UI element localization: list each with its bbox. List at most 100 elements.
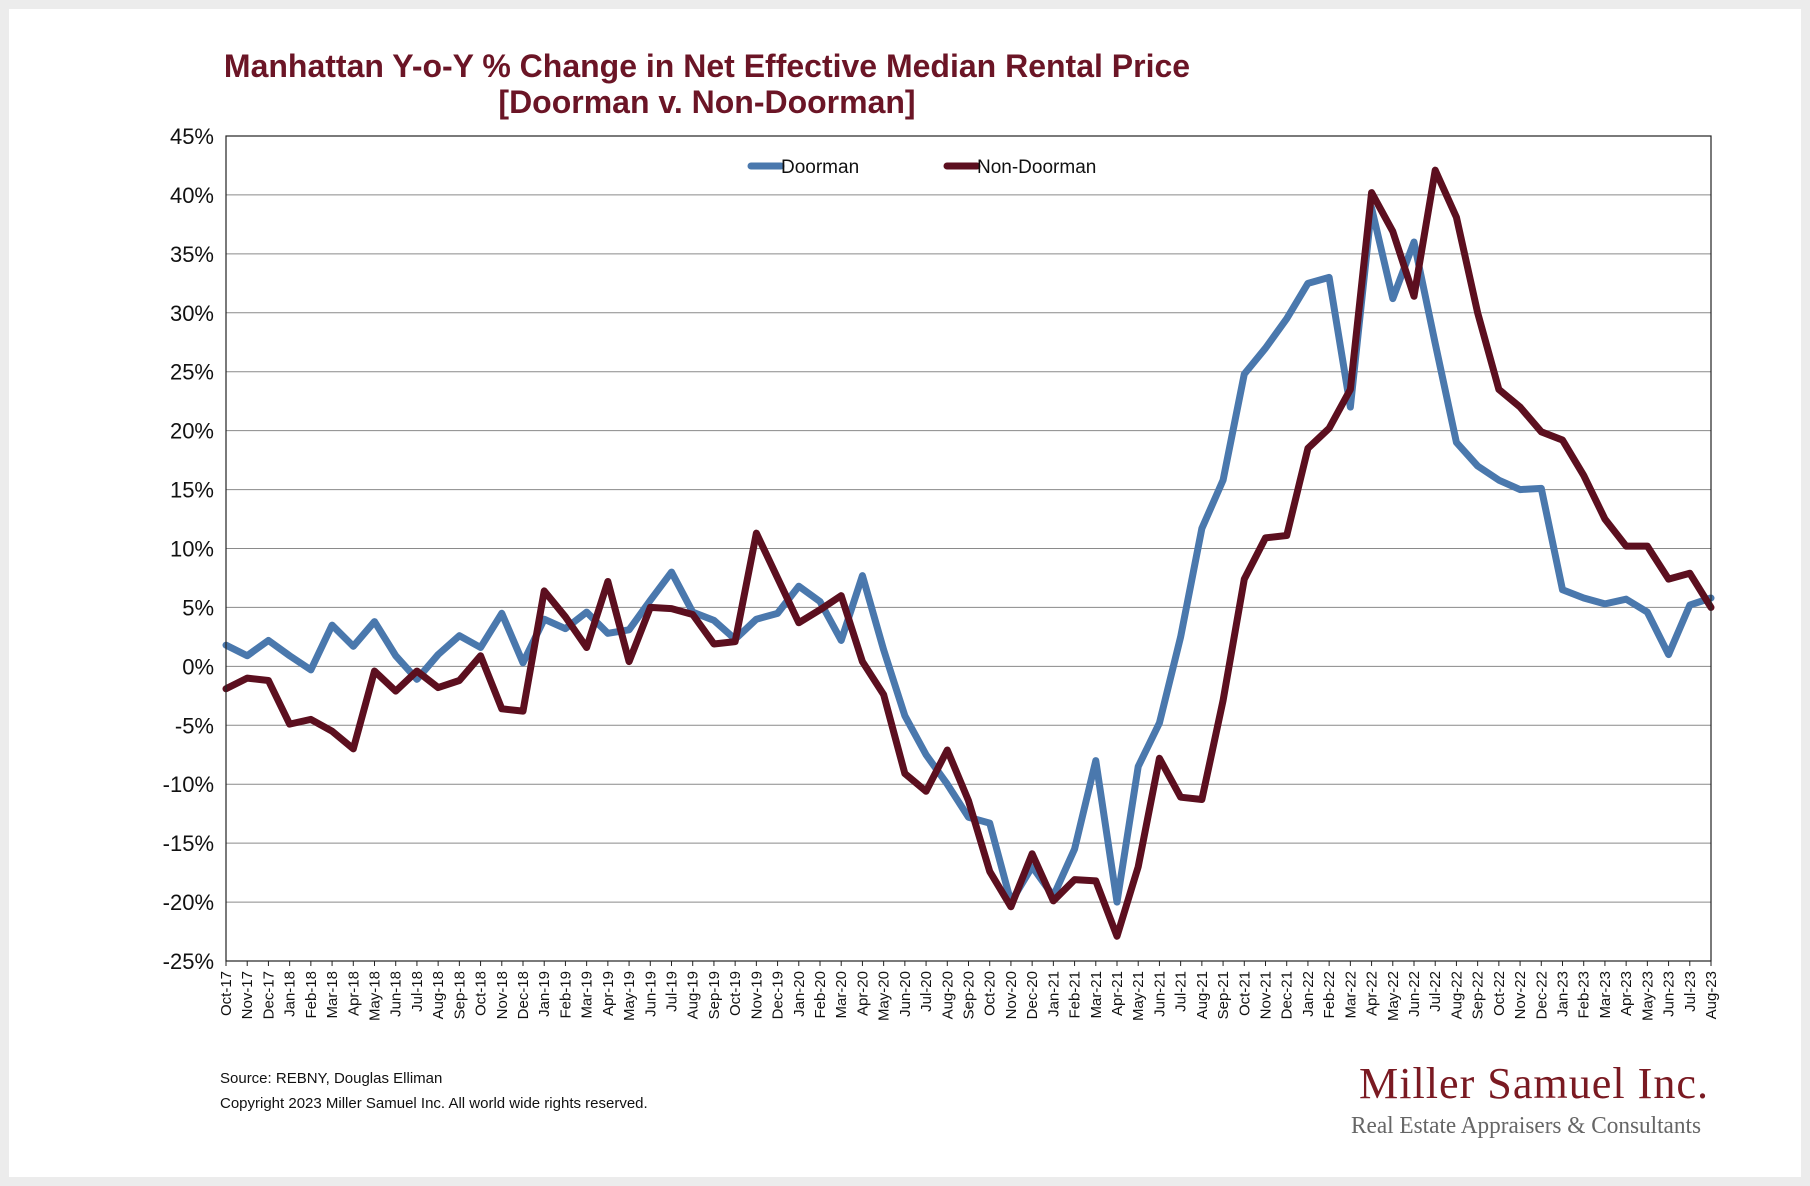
x-tick-label: Sep-19 <box>706 971 723 1019</box>
x-tick-label: Jan-18 <box>282 971 299 1017</box>
x-tick-label: Aug-22 <box>1448 971 1465 1019</box>
x-tick-label: Mar-20 <box>833 971 850 1019</box>
x-tick-label: Feb-23 <box>1576 971 1593 1019</box>
plot-area-border <box>225 135 1712 962</box>
x-tick-label: Sep-21 <box>1215 971 1232 1019</box>
x-tick-label: May-20 <box>876 971 893 1021</box>
y-axis-ticks: 45% 40% 35% 30% 25% 20% 15% 10% 5% 0% -5% -10% -15% -… <box>163 124 214 974</box>
x-tick-label: Mar-18 <box>324 971 341 1019</box>
x-tick-label: Jul-21 <box>1173 971 1190 1012</box>
y-tick-label: 15% <box>170 478 214 503</box>
y-tick-label: 10% <box>170 537 214 562</box>
legend-item-non-doorman: Non-Doorman <box>943 157 1096 178</box>
copyright-note: Copyright 2023 Miller Samuel Inc. All wo… <box>220 1095 648 1112</box>
x-tick-label: Feb-22 <box>1321 971 1338 1019</box>
y-tick-label: -20% <box>163 890 214 915</box>
y-tick-label: 0% <box>182 654 214 679</box>
x-tick-label: Feb-18 <box>303 971 320 1019</box>
chart-subtitle: [Doorman v. Non-Doorman] <box>498 84 915 120</box>
x-tick-label: Apr-21 <box>1109 971 1126 1016</box>
company-logo: Miller Samuel Inc. Real Estate Appraiser… <box>1351 1059 1708 1139</box>
x-tick-label: Apr-20 <box>854 971 871 1016</box>
x-tick-label: Feb-20 <box>812 971 829 1019</box>
x-tick-label: Jun-22 <box>1406 971 1423 1017</box>
x-tick-label: Feb-19 <box>557 971 574 1019</box>
x-tick-label: Mar-23 <box>1597 971 1614 1019</box>
gridlines <box>226 135 1711 962</box>
x-tick-label: May-23 <box>1639 971 1656 1021</box>
x-tick-label: Oct-17 <box>218 971 235 1016</box>
x-tick-label: Oct-22 <box>1491 971 1508 1016</box>
x-tick-label: Dec-18 <box>515 971 532 1019</box>
x-tick-label: May-22 <box>1385 971 1402 1021</box>
x-tick-label: Dec-17 <box>260 971 277 1019</box>
x-axis-ticks: Oct-17 Nov-17 Dec-17 Jan-18 Feb-18 Mar-18 Apr-… <box>218 961 1720 1021</box>
y-tick-label: 30% <box>170 301 214 326</box>
x-tick-label: Oct-21 <box>1236 971 1253 1016</box>
x-tick-label: Sep-20 <box>961 971 978 1019</box>
x-tick-label: Oct-18 <box>473 971 490 1016</box>
x-tick-label: Mar-19 <box>579 971 596 1019</box>
x-tick-label: Jun-19 <box>642 971 659 1017</box>
y-tick-label: -5% <box>175 713 214 738</box>
x-tick-label: Jul-23 <box>1682 971 1699 1012</box>
x-tick-label: Nov-18 <box>494 971 511 1019</box>
series-line-doorman <box>222 204 1715 906</box>
x-tick-label: Jul-18 <box>409 971 426 1012</box>
x-tick-label: Aug-21 <box>1194 971 1211 1019</box>
x-tick-label: Jan-21 <box>1045 971 1062 1017</box>
y-tick-label: 40% <box>170 183 214 208</box>
x-tick-label: Jul-20 <box>918 971 935 1012</box>
x-tick-label: Sep-22 <box>1470 971 1487 1019</box>
x-tick-label: Aug-19 <box>685 971 702 1019</box>
source-note: Source: REBNY, Douglas Elliman <box>220 1070 442 1087</box>
y-tick-label: -25% <box>163 949 214 974</box>
y-tick-label: 5% <box>182 595 214 620</box>
chart-frame: Manhattan Y-o-Y % Change in Net Effectiv… <box>9 9 1801 1177</box>
legend-label-doorman: Doorman <box>781 157 859 178</box>
x-tick-label: May-18 <box>367 971 384 1021</box>
x-tick-label: Nov-19 <box>748 971 765 1019</box>
x-tick-label: Aug-18 <box>430 971 447 1019</box>
x-tick-label: May-21 <box>1130 971 1147 1021</box>
series-line-non-doorman <box>222 166 1715 940</box>
x-tick-label: Dec-19 <box>770 971 787 1019</box>
x-tick-label: Mar-22 <box>1342 971 1359 1019</box>
x-tick-label: Jan-20 <box>791 971 808 1017</box>
x-tick-label: Dec-20 <box>1024 971 1041 1019</box>
legend: Doorman Non-Doorman <box>747 157 1096 178</box>
x-tick-label: Mar-21 <box>1088 971 1105 1019</box>
x-tick-label: Jan-22 <box>1300 971 1317 1017</box>
x-tick-label: Oct-20 <box>982 971 999 1016</box>
y-tick-label: 25% <box>170 360 214 385</box>
x-tick-label: Jun-21 <box>1151 971 1168 1017</box>
x-tick-label: Jul-19 <box>664 971 681 1012</box>
x-tick-label: May-19 <box>621 971 638 1021</box>
x-tick-label: Dec-21 <box>1279 971 1296 1019</box>
x-tick-label: Nov-22 <box>1512 971 1529 1019</box>
x-tick-label: Jun-20 <box>897 971 914 1017</box>
x-tick-label: Jun-18 <box>388 971 405 1017</box>
x-tick-label: Jan-19 <box>536 971 553 1017</box>
x-tick-label: Apr-23 <box>1618 971 1635 1016</box>
x-tick-label: Jan-23 <box>1555 971 1572 1017</box>
y-tick-label: -15% <box>163 831 214 856</box>
legend-label-non-doorman: Non-Doorman <box>977 157 1096 178</box>
x-tick-label: Sep-18 <box>451 971 468 1019</box>
y-tick-label: 20% <box>170 419 214 444</box>
legend-item-doorman: Doorman <box>747 157 859 178</box>
x-tick-label: Nov-17 <box>239 971 256 1019</box>
y-tick-label: 35% <box>170 242 214 267</box>
x-tick-label: Jul-22 <box>1427 971 1444 1012</box>
x-tick-label: Aug-23 <box>1703 971 1720 1019</box>
x-tick-label: Jun-23 <box>1661 971 1678 1017</box>
x-tick-label: Dec-22 <box>1533 971 1550 1019</box>
x-tick-label: Apr-18 <box>345 971 362 1016</box>
logo-tagline: Real Estate Appraisers & Consultants <box>1351 1113 1701 1139</box>
x-tick-label: Feb-21 <box>1067 971 1084 1019</box>
chart-title: Manhattan Y-o-Y % Change in Net Effectiv… <box>224 48 1190 84</box>
line-chart: Manhattan Y-o-Y % Change in Net Effectiv… <box>163 48 1720 1139</box>
x-tick-label: Apr-19 <box>600 971 617 1016</box>
x-tick-label: Apr-22 <box>1364 971 1381 1016</box>
y-tick-label: -10% <box>163 772 214 797</box>
